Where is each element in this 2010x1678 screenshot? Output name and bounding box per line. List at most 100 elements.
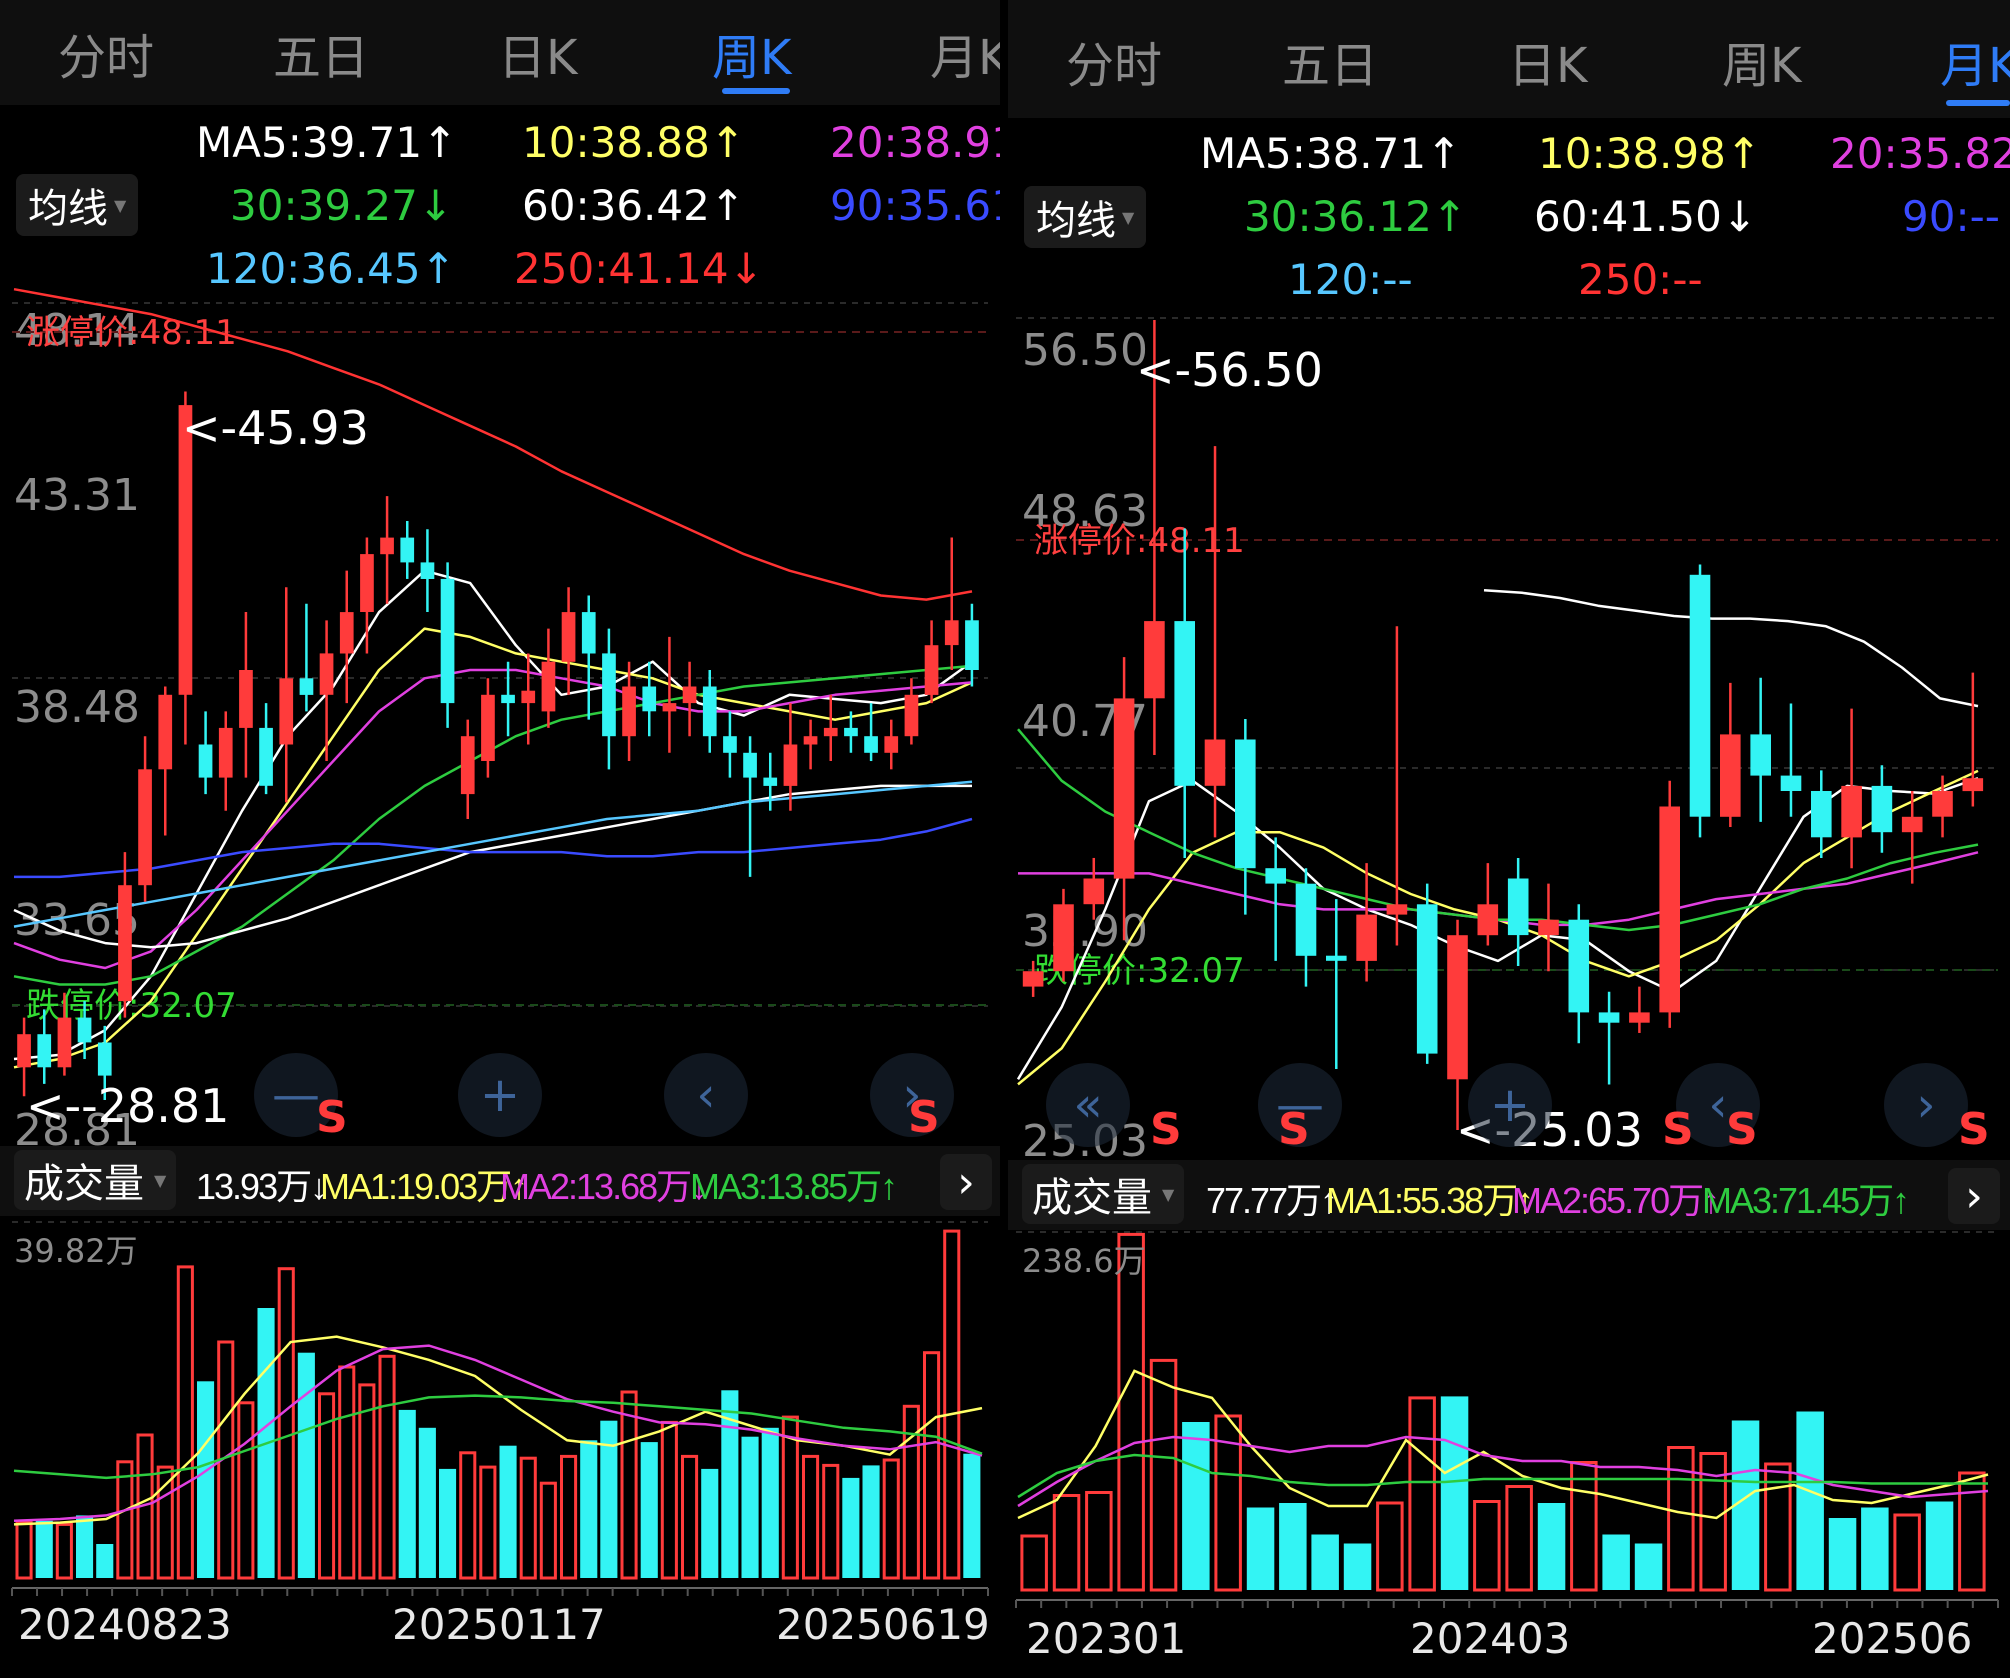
ma90-line <box>14 817 973 879</box>
volume-value: 13.93万↓ <box>196 1166 328 1207</box>
volume-bar-up <box>479 1465 497 1580</box>
volume-bar-down <box>439 1468 457 1578</box>
candle-down <box>1235 739 1256 869</box>
scroll-right-icon: › <box>1916 1077 1935 1133</box>
candle-up <box>57 1017 72 1068</box>
candle-up <box>1932 791 1953 817</box>
tab-weekly-k[interactable]: 周K <box>712 30 792 86</box>
zoom-in-icon: + <box>480 1067 520 1123</box>
volume-bar-up <box>1149 1358 1178 1592</box>
candle-down <box>1326 955 1347 961</box>
candle-down <box>1507 878 1529 936</box>
tab-five-day[interactable]: 五日 <box>273 30 370 86</box>
tab-daily-k[interactable]: 日K <box>498 30 578 86</box>
sell-signal: S <box>908 1092 940 1143</box>
candle-down <box>1811 791 1832 838</box>
ma-indicator-dropdown[interactable]: 均线 ▼ <box>16 174 139 236</box>
volume-bar-down <box>862 1465 880 1578</box>
volume-ma2: MA2:65.70万↑ <box>1512 1180 1720 1221</box>
volume-indicator-dropdown[interactable]: 成交量 ▼ <box>14 1150 177 1210</box>
candle-up <box>17 1034 31 1068</box>
candle-up <box>380 537 394 555</box>
tab-five-day[interactable]: 五日 <box>1282 38 1379 94</box>
tab-intraday[interactable]: 分时 <box>1066 38 1163 94</box>
zoom-in-icon-bg <box>458 1053 542 1137</box>
volume-ma1-line <box>1017 1369 1989 1520</box>
candle-up <box>1659 806 1680 1013</box>
candle-down <box>864 736 878 753</box>
volume-label: 成交量 <box>1032 1175 1152 1221</box>
volume-bar-up <box>1408 1396 1436 1592</box>
ma90-value: 90:-- <box>1902 192 2000 241</box>
candle-down <box>763 777 778 786</box>
candle-down <box>642 686 657 712</box>
tab-intraday[interactable]: 分时 <box>58 30 155 86</box>
tab-weekly-k[interactable]: 周K <box>1722 38 1802 94</box>
volume-bar-up <box>1893 1513 1921 1592</box>
volume-bar-up <box>1376 1501 1404 1592</box>
candle-up <box>460 736 475 795</box>
candle-up <box>1113 698 1135 879</box>
candle-down <box>1174 621 1195 786</box>
candle-down <box>1598 1012 1620 1023</box>
ma250-value: 250:-- <box>1578 255 1703 304</box>
ma-indicator-dropdown[interactable]: 均线 ▼ <box>1024 186 1147 248</box>
candle-up <box>481 694 495 761</box>
volume-bar-up <box>338 1365 356 1580</box>
candle-down <box>743 752 757 778</box>
active-tab-underline <box>1946 100 2010 106</box>
ma120-line <box>13 780 973 928</box>
candle-down <box>1750 734 1771 776</box>
chevron-right-icon[interactable]: › <box>1948 1168 2000 1224</box>
volume-ma2-line <box>1017 1435 1989 1508</box>
zoom-in-icon: + <box>1490 1077 1530 1133</box>
tab-monthly-k[interactable]: 月K <box>930 30 1000 86</box>
chevron-right-icon[interactable]: › <box>940 1154 992 1210</box>
period-tabs: 分时 五日 日K 周K 月K <box>1008 0 2010 118</box>
weekly-kline-panel: 分时 五日 日K 周K 月K 均线 ▼ MA5:39.71↑ 10:38.88↑… <box>0 0 1000 1678</box>
monthly-candlestick-chart[interactable]: 56.5048.6340.7732.9025.03涨停价:48.11跌停价:32… <box>1008 0 2010 1678</box>
y-tick-label: 48.14 <box>14 305 140 356</box>
candle-down <box>723 736 737 753</box>
candle-up <box>541 661 556 712</box>
date-label-end: 202506 <box>1812 1614 1973 1663</box>
candle-up <box>1144 621 1165 699</box>
volume-ma1: MA1:19.03万↑ <box>320 1166 528 1207</box>
low-price-marker: <--28.81 <box>26 1079 229 1133</box>
volume-ma3-line <box>13 1394 983 1480</box>
zoom-in-icon-bg <box>1468 1063 1552 1147</box>
volume-bar-down <box>1828 1518 1857 1590</box>
candle-down <box>581 612 596 654</box>
volume-bar-up <box>681 1454 699 1580</box>
zoom-out-icon-bg <box>254 1053 338 1137</box>
candle-up <box>1447 935 1468 1080</box>
volume-bar-up <box>882 1458 900 1580</box>
volume-bar-down <box>76 1515 94 1578</box>
candle-up <box>1629 1012 1650 1023</box>
volume-bar-down <box>398 1409 416 1578</box>
ma120-value: 120:36.45↑ <box>206 244 456 293</box>
volume-bar-up <box>1570 1461 1598 1592</box>
tab-monthly-k[interactable]: 月K <box>1940 38 2010 94</box>
volume-bar-down <box>1634 1543 1663 1590</box>
ma60-line <box>13 784 972 949</box>
volume-bar-up <box>1085 1491 1113 1592</box>
volume-bar-up <box>1958 1471 1986 1592</box>
candle-down <box>400 537 415 563</box>
sell-signal: S <box>316 1092 348 1143</box>
candle-up <box>339 612 354 654</box>
volume-bar-up <box>1020 1534 1048 1592</box>
volume-bar-up <box>1505 1485 1533 1592</box>
volume-bar-up <box>459 1451 477 1580</box>
volume-bar-down <box>963 1453 981 1578</box>
tab-daily-k[interactable]: 日K <box>1508 38 1588 94</box>
candle-up <box>1841 785 1862 838</box>
weekly-candlestick-chart[interactable]: 48.1443.3138.4833.6528.81涨停价:48.11跌停价:32… <box>0 0 1000 1678</box>
y-tick-label: 43.31 <box>14 470 140 521</box>
candle-down <box>1689 574 1711 817</box>
volume-indicator-dropdown[interactable]: 成交量 ▼ <box>1022 1164 1185 1224</box>
ma30-value: 30:36.12↑ <box>1244 192 1468 241</box>
volume-bar-up <box>660 1420 678 1580</box>
ma5-value: MA5:39.71↑ <box>196 118 458 167</box>
candle-down <box>965 620 979 670</box>
